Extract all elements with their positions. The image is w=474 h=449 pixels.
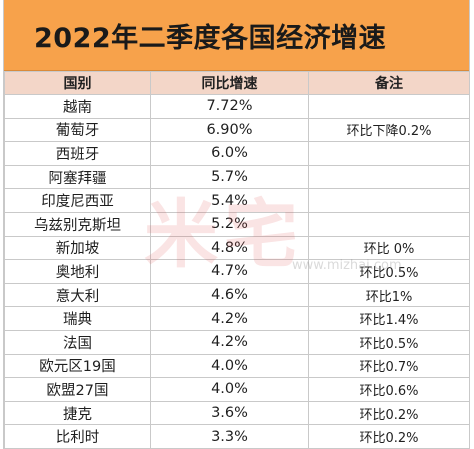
- header-note: 备注: [308, 71, 469, 95]
- country-cell: 欧元区19国: [4, 353, 151, 379]
- header-growth: 同比增速: [150, 71, 309, 95]
- country-cell: 欧盟27国: [4, 377, 151, 402]
- note-cell: 环比下降0.2%: [308, 117, 469, 143]
- country-cell: 乌兹别克斯坦: [4, 211, 151, 237]
- country-cell: 意大利: [4, 282, 151, 308]
- country-cell: 西班牙: [4, 141, 151, 166]
- growth-cell: 4.2%: [150, 306, 309, 331]
- note-cell: [308, 188, 469, 213]
- note-cell: 环比0.2%: [308, 424, 469, 449]
- table-header-row: 国别 同比增速 备注: [4, 71, 469, 95]
- table-row: 印度尼西亚 5.4%: [4, 188, 469, 213]
- growth-cell: 3.6%: [150, 400, 309, 426]
- growth-cell: 5.7%: [150, 164, 309, 190]
- growth-cell: 7.72%: [150, 94, 309, 119]
- growth-cell: 4.8%: [150, 235, 309, 261]
- growth-cell: 5.2%: [150, 211, 309, 237]
- economy-growth-sheet: 2022年二季度各国经济增速 国别 同比增速 备注 越南 7.72% 葡萄牙 6.90…: [3, 0, 470, 449]
- table-row: 捷克 3.6% 环比0.2%: [4, 400, 469, 426]
- table-row: 法国 4.2% 环比0.5%: [4, 329, 469, 355]
- note-cell: 环比0.5%: [308, 329, 469, 355]
- table-row: 欧盟27国 4.0% 环比0.6%: [4, 377, 469, 402]
- country-cell: 法国: [4, 329, 151, 355]
- note-cell: 环比1.4%: [308, 306, 469, 331]
- table-row: 新加坡 4.8% 环比 0%: [4, 235, 469, 261]
- note-cell: [308, 94, 469, 119]
- country-cell: 越南: [4, 94, 151, 119]
- growth-table: 国别 同比增速 备注 越南 7.72% 葡萄牙 6.90% 环比下降0.2% 西班牙 6.0…: [4, 71, 469, 449]
- note-cell: 环比1%: [308, 282, 469, 308]
- country-cell: 阿塞拜疆: [4, 164, 151, 190]
- note-cell: [308, 141, 469, 166]
- table-row: 阿塞拜疆 5.7%: [4, 164, 469, 190]
- note-cell: 环比 0%: [308, 235, 469, 261]
- growth-cell: 4.6%: [150, 282, 309, 308]
- table-row: 乌兹别克斯坦 5.2%: [4, 211, 469, 237]
- growth-cell: 5.4%: [150, 188, 309, 213]
- table-row: 意大利 4.6% 环比1%: [4, 282, 469, 308]
- growth-cell: 4.0%: [150, 377, 309, 402]
- country-cell: 葡萄牙: [4, 117, 151, 143]
- growth-cell: 4.2%: [150, 329, 309, 355]
- header-country: 国别: [4, 71, 151, 95]
- note-cell: 环比0.2%: [308, 400, 469, 426]
- growth-cell: 4.0%: [150, 353, 309, 379]
- note-cell: [308, 164, 469, 190]
- note-cell: 环比0.6%: [308, 377, 469, 402]
- title-bar: 2022年二季度各国经济增速: [4, 0, 469, 71]
- country-cell: 新加坡: [4, 235, 151, 261]
- growth-cell: 4.7%: [150, 259, 309, 284]
- note-cell: [308, 211, 469, 237]
- note-cell: 环比0.5%: [308, 259, 469, 284]
- country-cell: 瑞典: [4, 306, 151, 331]
- table-row: 奥地利 4.7% 环比0.5%: [4, 259, 469, 284]
- table-body: 越南 7.72% 葡萄牙 6.90% 环比下降0.2% 西班牙 6.0% 阿塞拜疆 5.7% 印度…: [4, 94, 469, 449]
- growth-cell: 6.90%: [150, 117, 309, 143]
- country-cell: 印度尼西亚: [4, 188, 151, 213]
- table-row: 比利时 3.3% 环比0.2%: [4, 424, 469, 449]
- table-row: 欧元区19国 4.0% 环比0.7%: [4, 353, 469, 379]
- country-cell: 捷克: [4, 400, 151, 426]
- growth-cell: 3.3%: [150, 424, 309, 449]
- growth-cell: 6.0%: [150, 141, 309, 166]
- note-cell: 环比0.7%: [308, 353, 469, 379]
- table-row: 瑞典 4.2% 环比1.4%: [4, 306, 469, 331]
- table-row: 西班牙 6.0%: [4, 141, 469, 166]
- country-cell: 比利时: [4, 424, 151, 449]
- table-row: 越南 7.72%: [4, 94, 469, 119]
- page-title: 2022年二季度各国经济增速: [34, 23, 387, 54]
- country-cell: 奥地利: [4, 259, 151, 284]
- table-row: 葡萄牙 6.90% 环比下降0.2%: [4, 117, 469, 143]
